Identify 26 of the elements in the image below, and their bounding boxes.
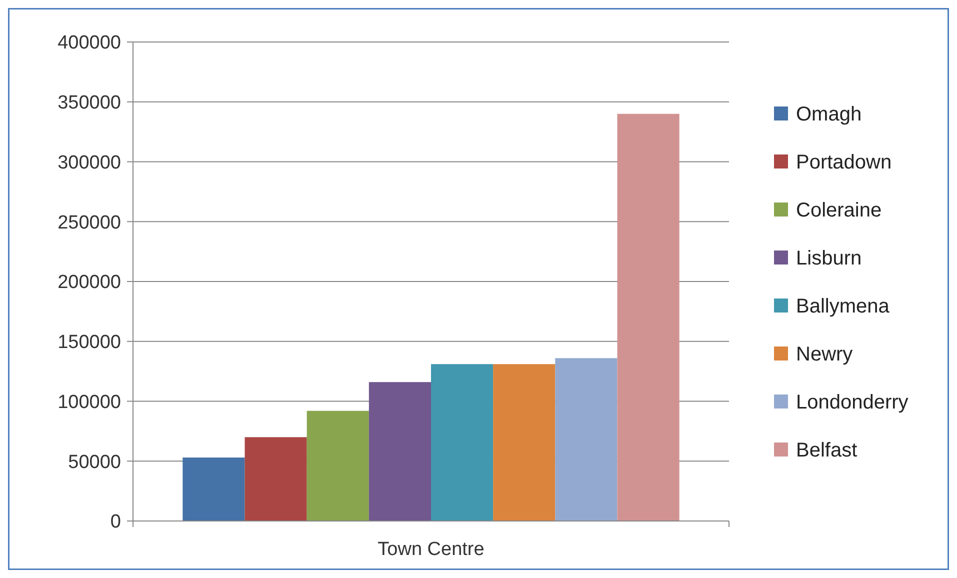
legend-label: Newry — [796, 344, 853, 366]
y-tick-label: 150000 — [58, 332, 121, 354]
bar — [555, 358, 618, 521]
y-tick-label: 50000 — [68, 452, 121, 473]
y-tick-label: 250000 — [58, 212, 121, 234]
bar — [306, 410, 369, 521]
legend-label: Londonderry — [796, 392, 908, 414]
y-tick-label: 0 — [110, 512, 121, 533]
y-tick-label: 350000 — [58, 92, 121, 114]
y-tick-label: 400000 — [58, 32, 121, 54]
legend-label: Lisburn — [796, 248, 862, 270]
y-tick-label: 100000 — [58, 392, 121, 413]
bar — [244, 437, 307, 521]
bar — [493, 364, 556, 521]
legend-label: Portadown — [796, 152, 892, 174]
legend-label: Omagh — [796, 104, 862, 126]
legend-label: Ballymena — [796, 296, 890, 318]
bar — [368, 382, 431, 521]
bar — [431, 364, 494, 521]
x-tick-label: Town Centre — [378, 539, 484, 560]
legend-label: Coleraine — [796, 200, 882, 222]
y-tick-label: 200000 — [58, 272, 121, 294]
legend-label: Belfast — [796, 440, 858, 462]
y-tick-label: 300000 — [58, 152, 121, 174]
bar — [617, 114, 680, 521]
bar — [182, 458, 245, 521]
